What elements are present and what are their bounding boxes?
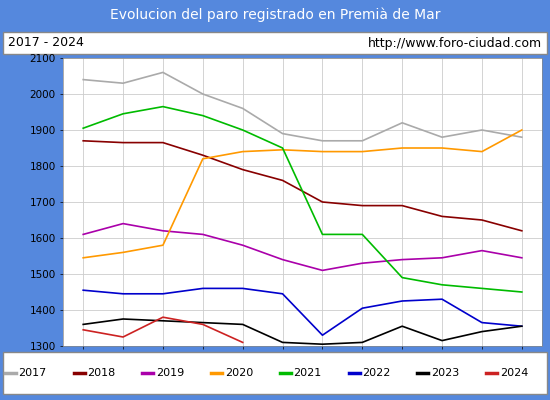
Text: 2018: 2018: [87, 368, 116, 378]
Text: 2020: 2020: [225, 368, 253, 378]
Text: 2019: 2019: [156, 368, 184, 378]
Text: 2017: 2017: [19, 368, 47, 378]
FancyBboxPatch shape: [3, 352, 547, 394]
Text: 2021: 2021: [294, 368, 322, 378]
Text: 2022: 2022: [362, 368, 390, 378]
Text: 2023: 2023: [431, 368, 459, 378]
Text: Evolucion del paro registrado en Premià de Mar: Evolucion del paro registrado en Premià …: [110, 8, 440, 22]
FancyBboxPatch shape: [3, 32, 547, 54]
Text: 2024: 2024: [500, 368, 528, 378]
Text: http://www.foro-ciudad.com: http://www.foro-ciudad.com: [367, 36, 542, 50]
Text: 2017 - 2024: 2017 - 2024: [8, 36, 84, 50]
